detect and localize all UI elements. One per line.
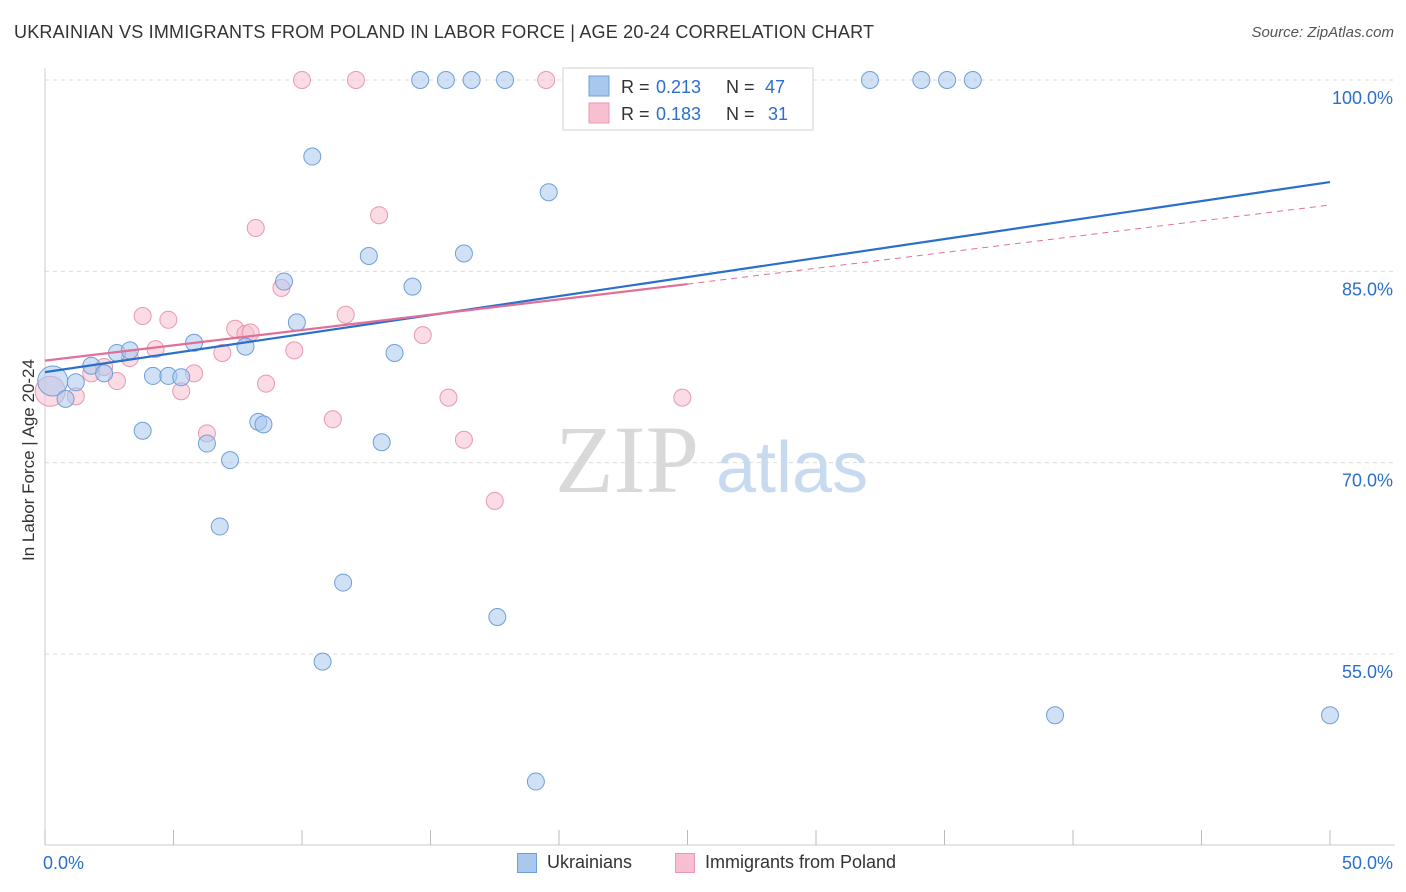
stats-r-value-immigrants-from-poland: 0.183	[656, 104, 701, 124]
data-point	[159, 310, 178, 329]
data-point	[413, 326, 432, 345]
tick-labels: 100.0% 85.0% 70.0% 55.0% 0.0% 50.0%	[43, 88, 1393, 873]
y-tick-label: 85.0%	[1342, 279, 1393, 299]
data-point	[336, 305, 355, 324]
data-point	[488, 608, 507, 627]
data-point	[323, 410, 342, 429]
legend-item-immigrants-from-poland: Immigrants from Poland	[675, 852, 896, 873]
data-point	[210, 517, 229, 536]
data-point	[436, 71, 455, 89]
x-tick-label: 50.0%	[1342, 853, 1393, 873]
data-point	[133, 306, 152, 325]
watermark-zip: ZIP	[555, 406, 699, 513]
data-point	[313, 652, 332, 671]
chart-title: UKRAINIAN VS IMMIGRANTS FROM POLAND IN L…	[14, 22, 875, 42]
stats-swatch-immigrants-from-poland	[588, 102, 610, 124]
data-point	[526, 772, 545, 791]
legend-swatch-immigrants-from-poland	[675, 852, 695, 873]
stats-swatch-ukrainians	[588, 75, 610, 97]
stats-r-label-ukrainians: R =	[621, 77, 650, 97]
data-point	[912, 71, 931, 89]
data-point	[370, 206, 389, 225]
data-point	[359, 247, 378, 266]
data-point	[213, 343, 232, 362]
data-point	[496, 71, 515, 89]
data-point	[1321, 706, 1339, 725]
stats-n-label-immigrants-from-poland: N =	[726, 104, 755, 124]
data-point	[385, 343, 404, 362]
legend-label-immigrants-from-poland: Immigrants from Poland	[705, 852, 897, 872]
legend-label-ukrainians: Ukrainians	[547, 852, 633, 872]
data-point	[963, 71, 982, 89]
trend-lines	[44, 180, 1331, 374]
data-point	[462, 71, 481, 89]
y-tick-label: 55.0%	[1342, 662, 1393, 682]
stats-n-label-ukrainians: N =	[726, 77, 755, 97]
data-point	[539, 183, 558, 202]
trend-line-ukrainians	[44, 180, 1331, 374]
source-label: Source: ZipAtlas.com	[1251, 24, 1394, 41]
stats-n-value-ukrainians: 47	[765, 77, 785, 97]
data-point	[537, 71, 556, 89]
data-point	[860, 71, 879, 89]
stats-r-label-immigrants-from-poland: R =	[621, 104, 650, 124]
data-point	[66, 373, 85, 392]
data-point	[95, 364, 114, 383]
data-point	[197, 434, 216, 453]
data-point	[334, 573, 353, 592]
data-point	[411, 71, 430, 89]
stats-n-value-immigrants-from-poland: 31	[768, 104, 788, 124]
data-point	[221, 451, 240, 470]
data-point	[133, 421, 152, 440]
data-point	[285, 341, 304, 360]
data-point	[172, 368, 191, 387]
data-point	[485, 491, 504, 510]
data-point	[254, 415, 273, 434]
data-point	[673, 388, 692, 407]
x-tick-label: 0.0%	[43, 853, 84, 873]
watermark: ZIP atlas	[555, 406, 868, 513]
data-point	[1046, 706, 1065, 725]
data-point	[372, 433, 391, 452]
data-point	[143, 366, 162, 385]
trend-line-immigrants-from-poland-extension	[687, 204, 1331, 285]
data-point	[346, 71, 365, 89]
stats-legend: R = 0.213 N = 47 R = 0.183 N = 31	[562, 67, 814, 131]
data-point	[403, 277, 422, 296]
data-point	[439, 388, 458, 407]
data-point	[257, 374, 276, 393]
legend-swatch-ukrainians	[517, 852, 537, 873]
data-point	[454, 244, 473, 263]
trend-line-immigrants-from-poland	[44, 282, 688, 362]
y-tick-label: 100.0%	[1332, 88, 1393, 108]
data-point	[246, 218, 265, 237]
legend-item-ukrainians: Ukrainians	[517, 852, 632, 873]
axes	[44, 68, 1395, 846]
data-point	[293, 71, 311, 89]
grid-lines	[45, 79, 1395, 655]
data-point	[454, 430, 473, 449]
data-point	[275, 272, 294, 291]
y-tick-label: 70.0%	[1342, 471, 1393, 491]
data-point	[56, 389, 75, 408]
stats-r-value-ukrainians: 0.213	[656, 77, 701, 97]
watermark-atlas: atlas	[716, 428, 868, 508]
data-point	[287, 313, 306, 332]
data-point	[303, 147, 322, 166]
data-point	[938, 71, 957, 89]
